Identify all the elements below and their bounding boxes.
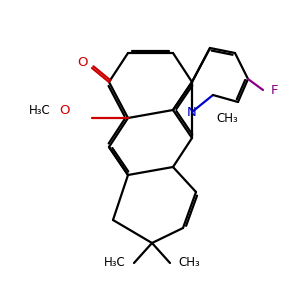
- Text: CH₃: CH₃: [178, 256, 200, 268]
- Text: N: N: [187, 106, 197, 118]
- Text: CH₃: CH₃: [216, 112, 238, 124]
- Text: F: F: [271, 83, 278, 97]
- Text: H₃C: H₃C: [29, 104, 51, 118]
- Text: H₃C: H₃C: [104, 256, 126, 268]
- Text: O: O: [77, 56, 87, 68]
- Text: O: O: [59, 104, 70, 118]
